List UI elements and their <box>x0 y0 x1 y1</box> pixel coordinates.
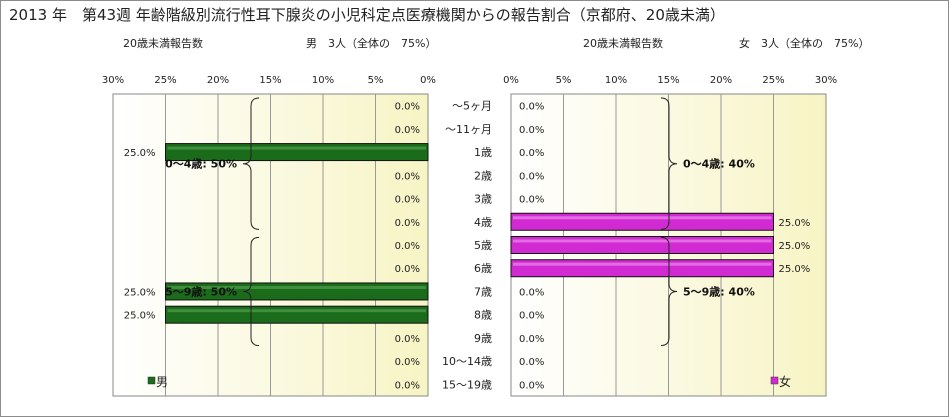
right-axis-tick: 20% <box>710 75 732 86</box>
category-label: 7歳 <box>474 285 492 298</box>
value-label-male: 0.0% <box>395 171 420 182</box>
value-label-female: 0.0% <box>519 148 544 159</box>
bracket-annotations: 0～4歳: 50% 5～9歳: 50% 0～4歳: 40% 5～9歳: 40% <box>165 97 755 347</box>
value-label-male: 0.0% <box>395 241 420 252</box>
left-axis-tick: 0% <box>420 75 436 86</box>
value-label-female: 25.0% <box>779 218 811 229</box>
value-label-male: 0.0% <box>395 218 420 229</box>
value-label-female: 0.0% <box>519 334 544 345</box>
right-header-label: 20歳未満報告数 <box>583 37 663 50</box>
left-axis-tick: 15% <box>259 75 281 86</box>
value-label-male: 0.0% <box>395 357 420 368</box>
category-label: 4歳 <box>474 216 492 229</box>
value-label-female: 25.0% <box>779 264 811 275</box>
value-label-male: 0.0% <box>395 334 420 345</box>
bracket-right <box>660 97 678 230</box>
bracket-label-right: 5～9歳: 40% <box>683 284 755 298</box>
value-label-male: 0.0% <box>395 264 420 275</box>
value-label-male: 0.0% <box>395 125 420 136</box>
value-label-female: 0.0% <box>519 125 544 136</box>
value-label-female: 0.0% <box>519 287 544 298</box>
category-label: ～5ヶ月 <box>452 100 492 113</box>
legend-swatch-male <box>147 376 156 385</box>
right-axis-tick: 30% <box>815 75 837 86</box>
value-label-male: 0.0% <box>395 380 420 391</box>
left-header-label: 20歳未満報告数 <box>123 37 203 50</box>
bar-male-highlight <box>167 146 426 150</box>
value-label-female: 0.0% <box>519 311 544 322</box>
right-axis-tick: 25% <box>762 75 784 86</box>
value-label-male: 25.0% <box>124 287 156 298</box>
bar-male-highlight <box>167 309 426 313</box>
bar-female-highlight <box>513 239 772 243</box>
left-axis-tick: 20% <box>207 75 229 86</box>
bracket-label-left: 0～4歳: 50% <box>165 157 237 171</box>
category-labels: ～5ヶ月 ～11ヶ月 1歳 2歳 3歳 4歳 5歳 6歳 7歳 8歳 9歳 10～14歳 15～19歳 <box>442 100 492 392</box>
value-label-male: 25.0% <box>124 148 156 159</box>
value-label-female: 0.0% <box>519 380 544 391</box>
value-label-female: 0.0% <box>519 102 544 113</box>
category-label: 1歳 <box>474 146 492 159</box>
bar-female <box>510 259 774 278</box>
left-header-summary: 男 3人（全体の 75%） <box>306 36 436 50</box>
bracket-left <box>242 236 260 347</box>
value-label-female: 0.0% <box>519 171 544 182</box>
bracket-label-left: 5～9歳: 50% <box>165 284 237 298</box>
value-label-female: 0.0% <box>519 195 544 206</box>
value-label-male: 0.0% <box>395 102 420 113</box>
left-axis-tick: 25% <box>154 75 176 86</box>
right-axis-tick: 10% <box>605 75 627 86</box>
category-label: 8歳 <box>474 309 492 322</box>
category-label: 9歳 <box>474 332 492 345</box>
value-labels: 0.0% 0.0% 0.0% 0.0% 25.0% 0.0% 0.0% 0.0% 0.0% 0.0… <box>124 102 811 392</box>
chart-title: 2013 年 第43週 年齢階級別流行性耳下腺炎の小児科定点医療機関からの報告割… <box>9 6 725 24</box>
bar-female-highlight <box>513 262 772 266</box>
right-axis-tick: 5% <box>556 75 572 86</box>
value-label-male: 25.0% <box>124 311 156 322</box>
right-axis-tick: 15% <box>657 75 679 86</box>
left-axis-tick: 10% <box>312 75 334 86</box>
value-label-female: 0.0% <box>519 357 544 368</box>
category-label: 15～19歳 <box>442 378 492 391</box>
bars <box>165 143 774 324</box>
bracket-label-right: 0～4歳: 40% <box>683 157 755 171</box>
category-label: 10～14歳 <box>442 355 492 368</box>
legend-label-female: 女 <box>779 374 791 389</box>
left-axis-tick: 5% <box>368 75 384 86</box>
legend-swatch-female <box>770 376 779 385</box>
bar-male-highlight <box>167 285 426 289</box>
value-label-female: 25.0% <box>779 241 811 252</box>
category-label: 3歳 <box>474 193 492 206</box>
axis-ticks: 30% 25% 20% 15% 10% 5% 0% 0% 5% 10% 15% 20% 25% 30% <box>102 75 837 86</box>
legend-label-male: 男 <box>156 375 168 389</box>
right-header-summary: 女 3人（全体の 75%） <box>739 36 869 50</box>
bracket-right <box>660 236 678 347</box>
category-label: 5歳 <box>474 239 492 252</box>
category-label: 6歳 <box>474 262 492 275</box>
bar-female <box>510 212 774 231</box>
right-axis-tick: 0% <box>503 75 519 86</box>
bracket-left <box>242 97 260 230</box>
category-label: ～11ヶ月 <box>445 123 492 136</box>
bar-male <box>165 305 429 324</box>
category-label: 2歳 <box>474 169 492 182</box>
value-label-male: 0.0% <box>395 195 420 206</box>
bar-female <box>510 236 774 254</box>
bar-female-highlight <box>513 216 772 220</box>
left-axis-tick: 30% <box>102 75 124 86</box>
